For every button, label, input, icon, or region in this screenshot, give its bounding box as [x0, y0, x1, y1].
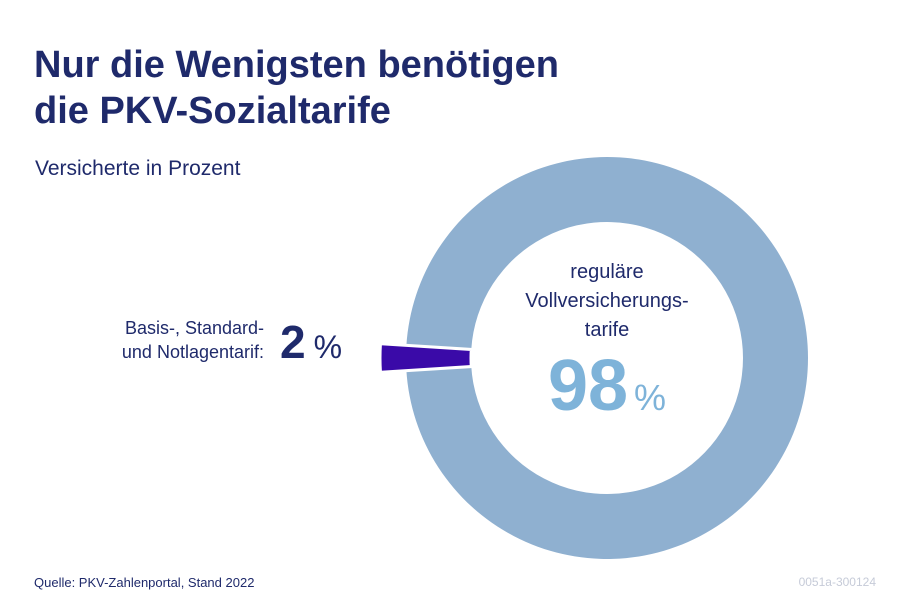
regular-tariff-label-line-3: tarife [584, 319, 630, 341]
social-tariff-label: Basis-, Standard- und Notlagentarif: [100, 316, 264, 364]
regular-tariff-label-line-1: reguläre [570, 261, 644, 283]
regular-tariff-label: reguläre Vollversicherungs- tarife [487, 258, 727, 345]
regular-tariff-number: 98 [547, 346, 629, 426]
graphic-code: 0051a-300124 [798, 575, 876, 589]
regular-tariff-value: 98% [487, 346, 727, 426]
social-tariff-value: 2% [280, 314, 342, 370]
chart-subtitle: Versicherte in Prozent [35, 157, 241, 180]
donut-slice-regular-tariffs [406, 157, 808, 559]
social-tariff-label-line-1: Basis-, Standard- [124, 318, 264, 338]
donut-slice-social-tariffs [378, 342, 473, 374]
title-line-1: Nur die Wenigsten benötigen [34, 44, 559, 86]
social-tariff-label-line-2: und Notlagentarif: [121, 342, 264, 362]
regular-tariff-label-line-2: Vollversicherungs- [525, 290, 689, 312]
source-note: Quelle: PKV-Zahlenportal, Stand 2022 [34, 575, 255, 590]
title-line-2: die PKV-Sozialtarife [34, 90, 391, 132]
regular-tariff-unit: % [634, 377, 667, 418]
social-tariff-number: 2 [280, 316, 306, 368]
chart-title: Nur die Wenigsten benötigen die PKV-Sozi… [34, 42, 594, 134]
social-tariff-unit: % [313, 329, 343, 365]
